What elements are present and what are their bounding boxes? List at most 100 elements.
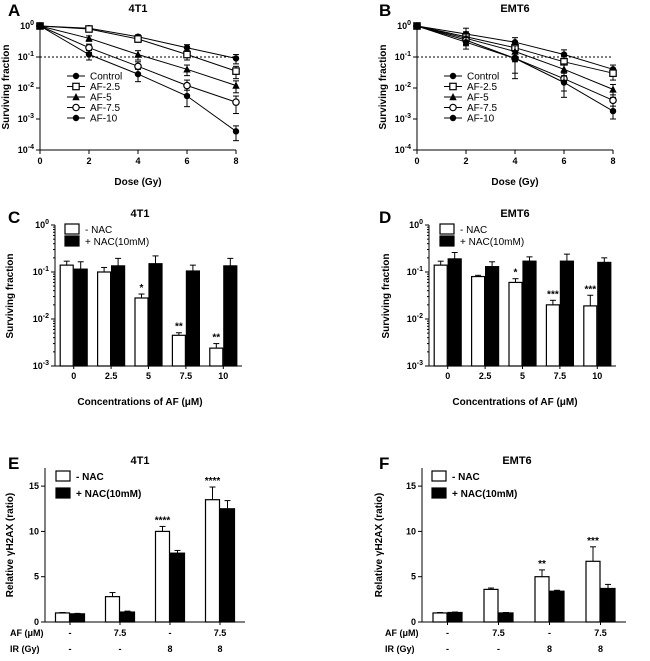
y-tick-label: 10 — [29, 526, 39, 536]
significance-mark: **** — [205, 476, 221, 487]
bar — [485, 266, 500, 367]
x-tick-label: 5 — [520, 371, 525, 381]
x-tick-label: 0 — [37, 156, 42, 166]
legend-swatch — [55, 470, 71, 482]
x-tick-label: 10 — [218, 371, 228, 381]
condition-value: 8 — [598, 644, 603, 654]
legend-label: AF-2.5 — [90, 82, 120, 93]
bar — [134, 297, 149, 367]
legend-label: + NAC(10mM) — [452, 489, 517, 500]
legend-swatch — [64, 235, 80, 247]
bar — [59, 264, 74, 367]
y-tick-label: 100 — [35, 219, 49, 230]
bar — [559, 260, 575, 367]
significance-mark: * — [514, 268, 518, 279]
x-tick-label: 6 — [561, 156, 566, 166]
condition-value: 8 — [167, 644, 172, 654]
x-tick-label: 6 — [184, 156, 189, 166]
legend-swatch — [431, 470, 447, 482]
data-point — [183, 65, 191, 73]
y-tick-label: 10-3 — [407, 360, 423, 371]
condition-value: - — [446, 628, 449, 638]
significance-mark: *** — [547, 289, 559, 300]
condition-value: 7.5 — [594, 628, 607, 638]
data-point — [232, 81, 240, 89]
legend-label: + NAC(10mM) — [76, 489, 141, 500]
significance-mark: *** — [584, 284, 596, 295]
legend-label: AF-2.5 — [467, 82, 497, 93]
bar — [171, 334, 186, 367]
x-tick-label: 0 — [71, 371, 76, 381]
data-point — [72, 82, 80, 91]
panel-title: EMT6 — [502, 455, 531, 467]
bar — [432, 612, 448, 623]
panel-title: EMT6 — [500, 3, 529, 15]
x-tick-label: 10 — [592, 371, 602, 381]
data-point — [72, 72, 80, 80]
legend-label: AF-7.5 — [90, 103, 120, 114]
y-tick-label: 10-3 — [33, 360, 49, 371]
bar — [498, 612, 514, 623]
y-tick-label: 0 — [34, 617, 39, 627]
bar — [96, 271, 112, 367]
data-point — [85, 25, 93, 33]
legend-label: Control — [467, 72, 499, 83]
legend-swatch — [55, 487, 71, 499]
bar — [219, 508, 236, 623]
bar — [534, 576, 550, 623]
x-tick-label: 5 — [146, 371, 151, 381]
condition-value: 7.5 — [214, 628, 227, 638]
y-tick-label: 100 — [20, 20, 34, 31]
legend-swatch — [431, 487, 447, 499]
y-tick-label: 15 — [29, 481, 39, 491]
panel-b: B EMT6 Dose (Gy) Surviving fraction 100 1… — [378, 1, 617, 188]
bar — [433, 264, 448, 367]
data-point — [72, 114, 80, 122]
condition-value: - — [119, 644, 122, 654]
y-axis-label: Surviving fraction — [1, 44, 12, 129]
data-point — [85, 43, 93, 52]
bar — [69, 613, 86, 623]
bar — [447, 258, 462, 367]
condition-row-label: IR (Gy) — [10, 644, 40, 654]
bar — [54, 612, 71, 623]
data-point — [511, 55, 519, 62]
bar — [508, 281, 523, 367]
legend-label: AF-10 — [467, 114, 495, 125]
x-axis-label: Dose (Gy) — [491, 177, 538, 188]
panel-letter: B — [379, 1, 391, 20]
significance-mark: ** — [212, 333, 220, 344]
legend-label: + NAC(10mM) — [85, 237, 149, 248]
bar — [447, 611, 463, 623]
panel-letter: A — [8, 1, 20, 20]
y-tick-label: 10 — [406, 526, 416, 536]
bar — [483, 588, 499, 623]
bar — [73, 268, 88, 367]
x-tick-label: 4 — [135, 156, 140, 166]
data-point — [183, 44, 191, 51]
bar — [119, 611, 136, 623]
data-point — [72, 93, 80, 101]
data-point — [449, 114, 457, 122]
data-point — [232, 128, 240, 135]
condition-row-label: IR (Gy) — [385, 644, 415, 654]
condition-value: - — [169, 628, 172, 638]
x-tick-label: 7.5 — [180, 371, 193, 381]
legend-label: + NAC(10mM) — [460, 237, 524, 248]
data-point — [232, 55, 240, 62]
x-tick-label: 4 — [512, 156, 517, 166]
panel-title: EMT6 — [500, 208, 529, 220]
condition-value: 7.5 — [492, 628, 505, 638]
bar — [185, 270, 200, 367]
condition-value: - — [69, 628, 72, 638]
bar — [545, 304, 561, 367]
legend-label: AF-10 — [90, 114, 118, 125]
data-point — [232, 67, 240, 75]
panel-letter: D — [379, 208, 391, 227]
y-tick-label: 10-1 — [395, 51, 411, 62]
condition-value: 7.5 — [114, 628, 127, 638]
data-point — [183, 81, 191, 90]
x-tick-label: 2 — [463, 156, 468, 166]
panel-letter: C — [8, 208, 20, 227]
y-tick-label: 10-1 — [18, 51, 34, 62]
